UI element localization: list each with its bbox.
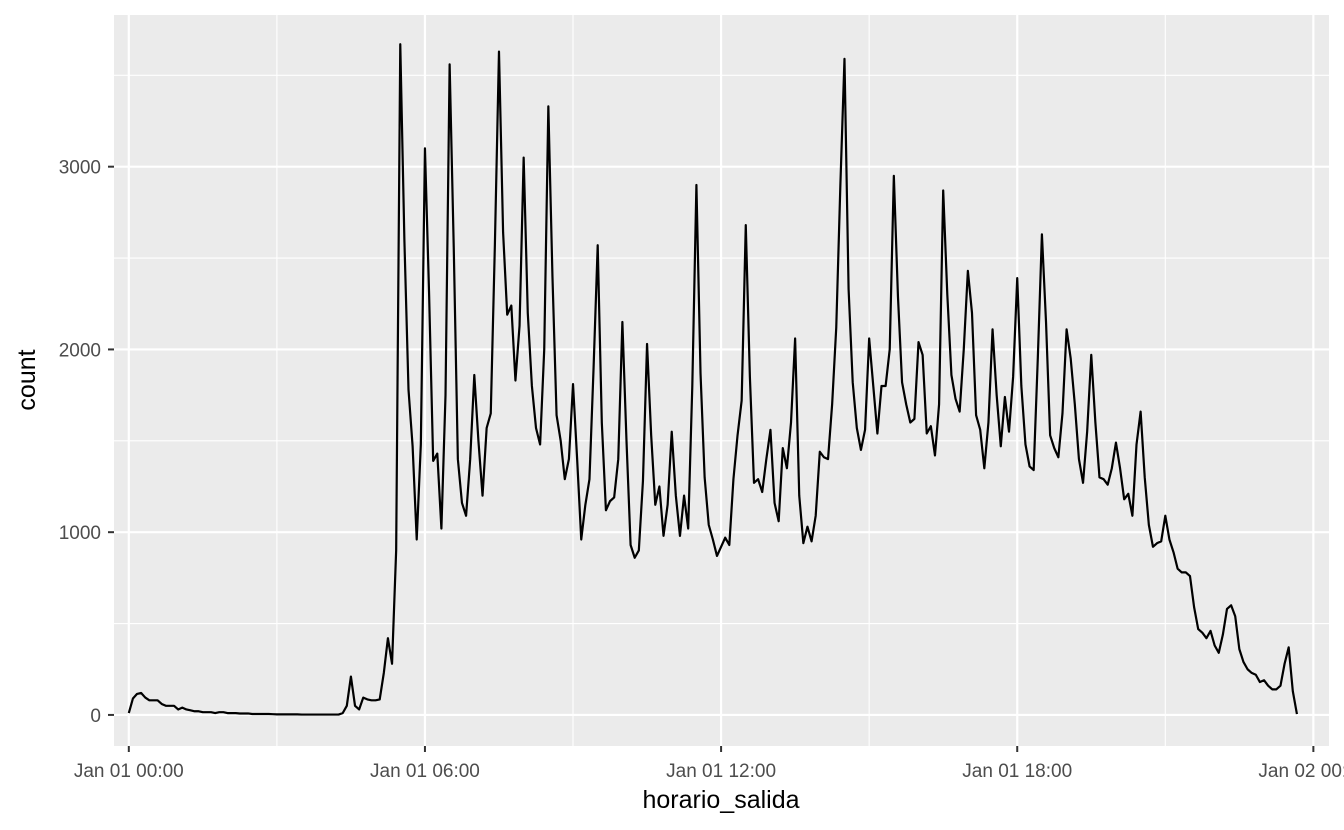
x-tick-label: Jan 01 00:00 (74, 761, 184, 782)
y-tick-label: 0 (90, 706, 101, 727)
y-tick-label: 1000 (59, 523, 101, 544)
y-axis-title: count (13, 349, 41, 410)
x-tick-label: Jan 01 06:00 (370, 761, 480, 782)
y-tick-label: 2000 (59, 340, 101, 361)
x-axis-tick-labels: Jan 01 00:00 Jan 01 06:00 Jan 01 12:00 Jan … (74, 761, 1344, 782)
y-axis-tick-labels: 0 1000 2000 3000 (59, 158, 101, 727)
x-tick-label: Jan 02 00:00 (1258, 761, 1344, 782)
series-line (127, 43, 1299, 716)
x-axis-title: horario_salida (642, 786, 799, 814)
x-tick-label: Jan 01 12:00 (666, 761, 776, 782)
axis-ticks (108, 165, 1315, 752)
y-tick-label: 3000 (59, 158, 101, 179)
x-tick-label: Jan 01 18:00 (962, 761, 1072, 782)
